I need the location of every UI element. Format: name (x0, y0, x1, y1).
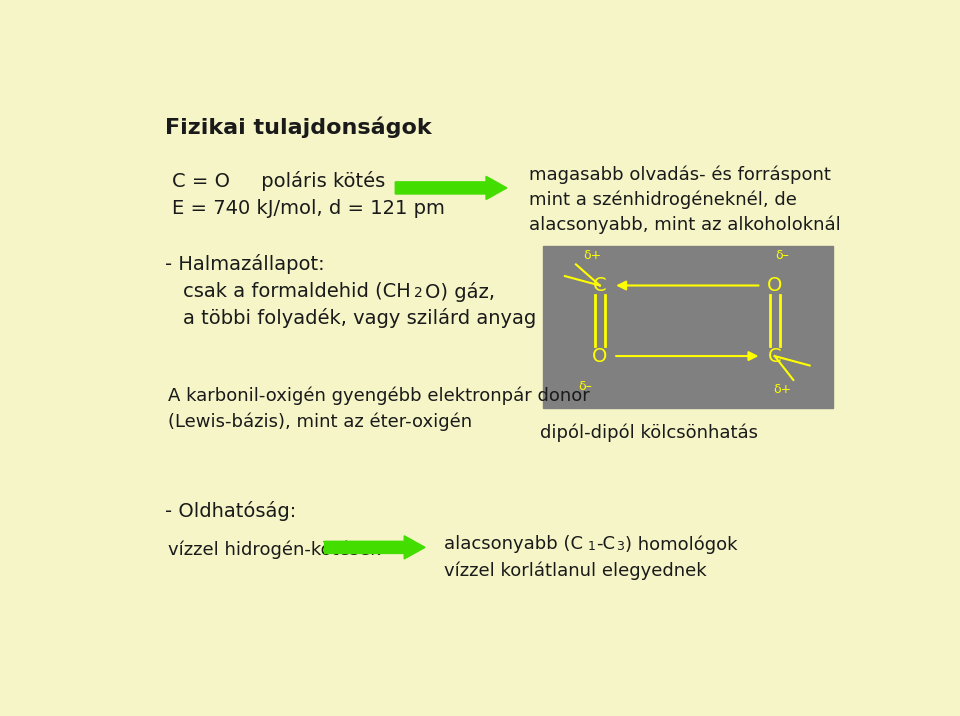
Text: vízzel korlátlanul elegyednek: vízzel korlátlanul elegyednek (444, 561, 707, 580)
Text: 1: 1 (588, 540, 595, 553)
Text: C: C (768, 347, 781, 366)
Text: δ+: δ+ (584, 248, 602, 261)
Text: dipól-dipól kölcsönhatás: dipól-dipól kölcsönhatás (540, 423, 758, 442)
Text: alacsonyabb (C: alacsonyabb (C (444, 536, 583, 553)
Text: A karbonil-oxigén gyengébb elektronpár donor: A karbonil-oxigén gyengébb elektronpár d… (168, 387, 590, 405)
Text: O: O (592, 347, 608, 366)
Text: mint a szénhidrogéneknél, de: mint a szénhidrogéneknél, de (529, 190, 797, 209)
Text: - Oldhatóság:: - Oldhatóság: (165, 500, 296, 521)
Text: 2: 2 (414, 286, 422, 300)
Text: magasabb olvadás- és forráspont: magasabb olvadás- és forráspont (529, 166, 831, 184)
Text: ) homológok: ) homológok (625, 536, 737, 553)
Bar (542, 246, 832, 408)
Text: O) gáz,: O) gáz, (425, 281, 495, 301)
Text: (Lewis-bázis), mint az éter-oxigén: (Lewis-bázis), mint az éter-oxigén (168, 412, 472, 431)
Text: alacsonyabb, mint az alkoholoknál: alacsonyabb, mint az alkoholoknál (529, 216, 841, 234)
Text: δ–: δ– (776, 248, 789, 261)
Text: 3: 3 (616, 540, 624, 553)
Text: csak a formaldehid (CH: csak a formaldehid (CH (183, 281, 411, 301)
Text: a többi folyadék, vagy szilárd anyag: a többi folyadék, vagy szilárd anyag (183, 308, 537, 328)
Text: δ–: δ– (578, 380, 592, 393)
Text: E = 740 kJ/mol, d = 121 pm: E = 740 kJ/mol, d = 121 pm (172, 199, 444, 218)
Text: C: C (593, 276, 607, 295)
Text: -C: -C (596, 536, 615, 553)
Text: Fizikai tulajdonságok: Fizikai tulajdonságok (165, 116, 431, 137)
Text: - Halmazállapot:: - Halmazállapot: (165, 254, 324, 274)
FancyArrow shape (324, 536, 425, 559)
Text: δ+: δ+ (773, 382, 791, 396)
FancyArrow shape (396, 176, 507, 200)
Text: C = O     poláris kötés: C = O poláris kötés (172, 171, 385, 191)
Text: O: O (767, 276, 782, 295)
Text: vízzel hidrogén-kötések: vízzel hidrogén-kötések (168, 541, 381, 559)
